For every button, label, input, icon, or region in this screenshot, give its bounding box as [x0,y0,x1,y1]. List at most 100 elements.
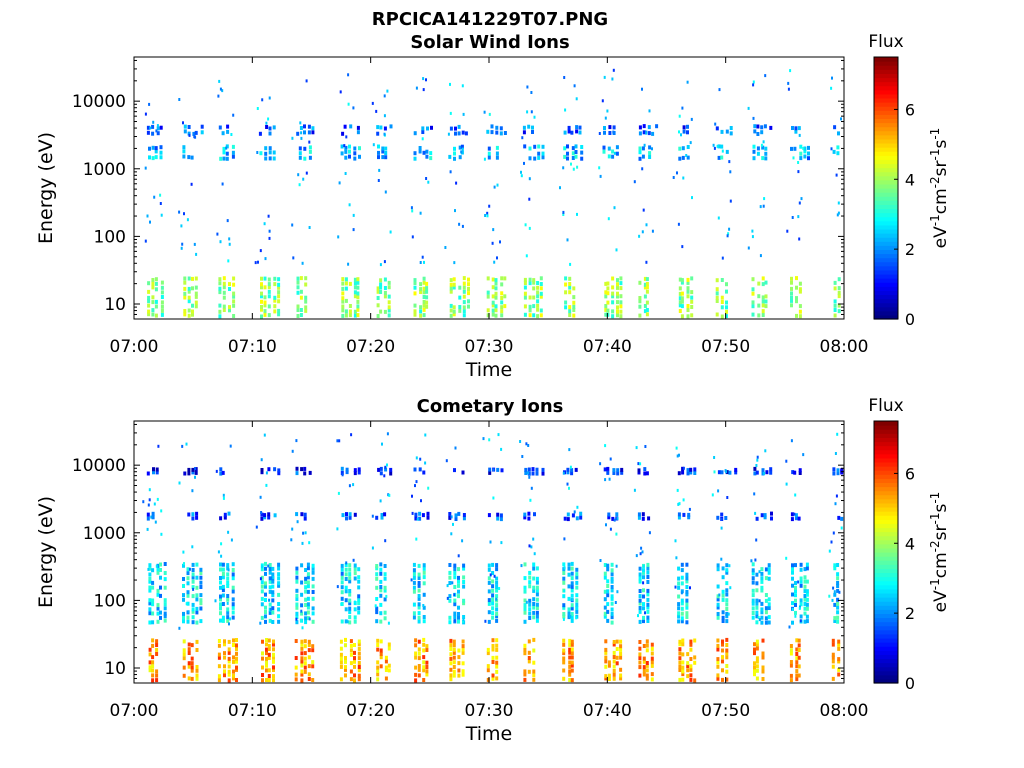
heatmap-cell [340,471,344,475]
heatmap-cell [353,146,357,151]
heatmap-cell [521,455,524,458]
colorbar-swatch [874,572,898,578]
heatmap-cell [376,303,380,308]
heatmap-cell [295,605,299,610]
heatmap-cell [190,643,194,648]
heatmap-cell [414,643,418,648]
heatmap-cell [646,562,650,567]
heatmap-cell [219,597,222,602]
heatmap-cell [721,648,724,653]
heatmap-cell [503,304,507,309]
heatmap-cell [218,281,222,286]
heatmap-cell [272,678,275,683]
heatmap-cell [467,291,470,296]
heatmap-cell [271,620,275,624]
heatmap-cell [526,110,529,114]
heatmap-cell [786,229,789,233]
heatmap-cell [751,287,755,292]
heatmap-cell [726,496,729,499]
heatmap-cell [685,598,689,603]
heatmap-cell [568,678,572,682]
heatmap-cell [690,299,694,304]
heatmap-cell [376,286,380,291]
heatmap-cell [763,471,766,475]
heatmap-cell [160,312,164,317]
heatmap-cell [499,517,503,522]
heatmap-cell [353,471,357,476]
heatmap-cell [227,259,230,263]
heatmap-cell [356,304,360,309]
heatmap-cell [725,648,729,653]
heatmap-cell [729,199,732,203]
heatmap-cells [142,432,844,683]
heatmap-cell [190,656,194,661]
heatmap-cell [833,125,837,130]
heatmap-cell [377,467,381,472]
heatmap-cell [295,597,299,602]
heatmap-cell [717,144,721,149]
heatmap-cell [678,668,682,672]
heatmap-cell [562,648,566,653]
heatmap-cell [429,151,433,156]
heatmap-cell [676,454,679,458]
colorbar-swatch [874,478,898,483]
heatmap-cell [603,467,607,472]
heatmap-cell [153,502,156,506]
heatmap-cell [794,585,797,590]
heatmap-cell [797,126,801,131]
heatmap-cell [755,470,759,475]
heatmap-cell [388,493,391,497]
heatmap-cell [231,562,235,567]
heatmap-cell [646,609,650,614]
heatmap-cell [650,663,654,668]
heatmap-cell [610,594,614,599]
heatmap-cell [348,606,352,611]
heatmap-cell [527,656,531,660]
heatmap-cell [568,672,572,677]
heatmap-cell [527,669,531,674]
heatmap-cell [564,300,568,305]
heatmap-cell [523,291,527,296]
heatmap-cell [606,609,610,614]
heatmap-cell [566,512,570,517]
heatmap-cell [603,575,607,580]
heatmap-cell [729,126,733,130]
heatmap-cell [607,217,610,221]
heatmap-cell [751,312,755,317]
heatmap-cell [425,177,428,180]
heatmap-cell [570,561,574,566]
heatmap-cell [690,305,694,309]
x-tick-label: 07:50 [701,701,750,721]
heatmap-cell [836,432,839,436]
heatmap-cell [575,129,579,134]
heatmap-cell [187,467,191,472]
heatmap-cell [682,176,685,180]
heatmap-cell [311,596,315,601]
colorbar-swatch [874,511,898,516]
heatmap-cell [383,114,386,118]
heatmap-cell [444,246,447,249]
heatmap-cell [156,619,160,624]
heatmap-cell [199,567,203,572]
heatmap-cell [834,502,837,506]
heatmap-cell [643,309,647,314]
heatmap-cell [271,572,275,577]
heatmap-cell [638,660,642,665]
heatmap-cell [268,150,272,155]
heatmap-cell [267,277,271,282]
heatmap-cell [341,299,345,304]
heatmap-cell [604,676,608,681]
heatmap-cell [836,584,840,588]
heatmap-cell [453,567,457,572]
heatmap-cell [522,125,526,130]
heatmap-cell [144,166,147,170]
heatmap-cell [539,291,543,296]
heatmap-cell [523,643,527,648]
heatmap-cell [340,575,344,580]
heatmap-cell [159,125,163,130]
colorbar-swatch [874,474,898,479]
heatmap-cell [353,656,356,661]
heatmap-cell [495,603,499,608]
heatmap-cell [226,576,230,581]
heatmap-cell [356,130,360,135]
